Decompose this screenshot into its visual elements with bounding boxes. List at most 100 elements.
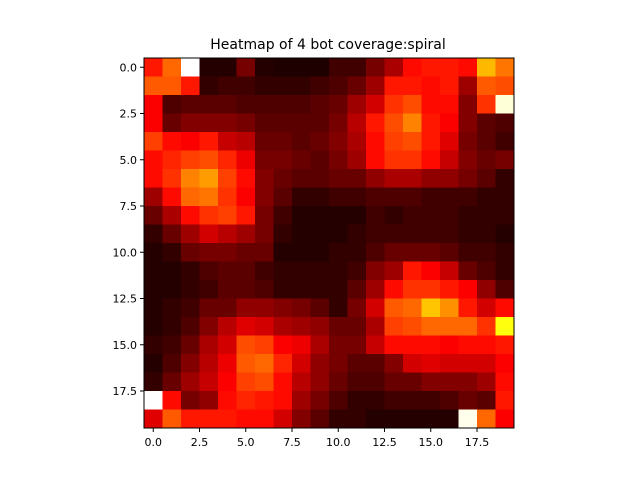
heatmap-cell [440, 317, 459, 336]
heatmap-cell [218, 391, 237, 410]
heatmap-cell [347, 354, 367, 373]
heatmap-cell [218, 372, 237, 392]
heatmap-cell [495, 76, 515, 96]
heatmap-cell [329, 261, 348, 281]
heatmap-cell [292, 95, 311, 114]
heatmap-cell [495, 132, 515, 151]
heatmap-cell [495, 150, 515, 170]
heatmap-cell [347, 150, 367, 170]
heatmap-cell [329, 95, 348, 114]
heatmap-cell [144, 372, 163, 392]
x-tick-label: 17.5 [465, 436, 490, 449]
heatmap-cell [218, 95, 237, 114]
heatmap-cell [181, 58, 200, 77]
heatmap-cell [329, 76, 348, 96]
heatmap-cell [421, 298, 441, 318]
heatmap-cell [440, 76, 459, 96]
heatmap-cell [477, 409, 496, 429]
heatmap-cell [458, 150, 478, 170]
heatmap-cell [144, 58, 163, 77]
x-tick-label: 10.0 [326, 436, 351, 449]
heatmap-cell [273, 335, 293, 355]
heatmap-cell [199, 224, 219, 244]
heatmap-cell [458, 354, 478, 373]
heatmap-cell [144, 95, 163, 114]
heatmap-cell [162, 113, 182, 133]
heatmap-cell [458, 409, 478, 429]
heatmap-cell [366, 391, 385, 410]
heatmap-cell [255, 409, 274, 429]
heatmap-cell [236, 335, 256, 355]
heatmap-cell [255, 95, 274, 114]
heatmap-cell [273, 280, 293, 299]
heatmap-cell [199, 391, 219, 410]
x-tick-label: 5.0 [237, 436, 255, 449]
heatmap-cell [162, 206, 182, 225]
heatmap-cell [421, 113, 441, 133]
heatmap-cell [218, 187, 237, 207]
heatmap-cell [199, 132, 219, 151]
heatmap-cell [144, 150, 163, 170]
heatmap-cell [162, 391, 182, 410]
heatmap-cell [477, 391, 496, 410]
heatmap-cell [477, 317, 496, 336]
heatmap-cell [495, 58, 515, 77]
heatmap-cell [144, 224, 163, 244]
heatmap-cell [273, 169, 293, 188]
heatmap-cell [477, 280, 496, 299]
heatmap-cell [403, 187, 422, 207]
heatmap-cell [495, 261, 515, 281]
heatmap-cell [495, 224, 515, 244]
heatmap-cell [329, 391, 348, 410]
heatmap-cell [495, 298, 515, 318]
heatmap-cell [273, 95, 293, 114]
y-tick-label: 10.0 [113, 246, 138, 259]
heatmap-cell [366, 409, 385, 429]
heatmap-cell [181, 261, 200, 281]
heatmap-cell [329, 150, 348, 170]
heatmap-cell [292, 187, 311, 207]
heatmap-cell [236, 95, 256, 114]
heatmap-cell [218, 243, 237, 262]
heatmap-cell [403, 298, 422, 318]
heatmap-cell [162, 409, 182, 429]
heatmap-cell [255, 187, 274, 207]
heatmap-cell [329, 187, 348, 207]
heatmap-cell [384, 409, 404, 429]
heatmap-cell [495, 243, 515, 262]
heatmap-cell [440, 335, 459, 355]
heatmap-cell [440, 113, 459, 133]
heatmap-cell [329, 280, 348, 299]
heatmap-cell [199, 58, 219, 77]
heatmap-cell [310, 150, 330, 170]
heatmap-cell [458, 169, 478, 188]
heatmap-cell [403, 224, 422, 244]
heatmap-cell [218, 132, 237, 151]
heatmap-cell [347, 298, 367, 318]
heatmap-cell [181, 113, 200, 133]
heatmap-cell [310, 169, 330, 188]
heatmap-cell [329, 206, 348, 225]
heatmap-cell [329, 224, 348, 244]
heatmap-cell [384, 224, 404, 244]
heatmap-cell [366, 113, 385, 133]
heatmap-cell [255, 113, 274, 133]
heatmap-cell [162, 150, 182, 170]
heatmap-cell [329, 169, 348, 188]
heatmap-cell [199, 280, 219, 299]
heatmap-cell [329, 409, 348, 429]
heatmap-cell [329, 298, 348, 318]
heatmap-cell [310, 261, 330, 281]
heatmap-cell [236, 391, 256, 410]
heatmap-cell [218, 206, 237, 225]
x-tick-label: 0.0 [145, 436, 163, 449]
heatmap-cell [440, 169, 459, 188]
heatmap-cell [329, 354, 348, 373]
heatmap-cell [273, 206, 293, 225]
heatmap-cell [403, 261, 422, 281]
heatmap-cell [440, 391, 459, 410]
heatmap-cell [366, 298, 385, 318]
heatmap-cell [236, 169, 256, 188]
heatmap-cell [236, 243, 256, 262]
heatmap-cell [144, 354, 163, 373]
